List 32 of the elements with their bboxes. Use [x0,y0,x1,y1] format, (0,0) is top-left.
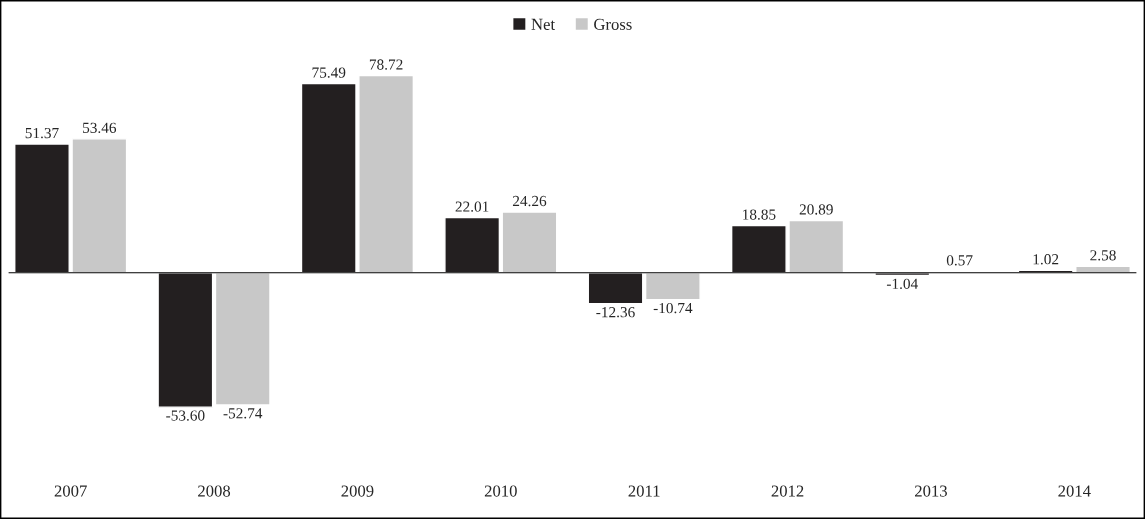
bar [501,211,558,274]
bar [587,272,644,305]
data-label: 78.72 [369,59,403,70]
data-label: 2.58 [1090,250,1116,261]
legend-label: Net [531,18,555,30]
x-tick-label: 2012 [771,485,804,497]
legend-label: Gross [594,18,632,30]
data-label: 22.01 [455,201,489,212]
data-label: -10.74 [653,302,693,314]
data-label: 1.02 [1033,254,1059,265]
data-label: 53.46 [83,122,117,134]
bar [157,272,214,408]
x-tick-label: 2014 [1058,485,1091,497]
data-label: -53.60 [166,410,205,421]
x-tick-label: 2007 [54,485,87,497]
data-label: 75.49 [312,67,346,78]
data-label: 51.37 [25,127,59,139]
data-label: 18.85 [743,209,776,220]
x-tick-label: 2011 [628,485,660,497]
bar [214,272,271,406]
x-tick-label: 2009 [341,485,374,497]
x-tick-label: 2013 [915,485,947,497]
data-label: 0.57 [946,255,973,266]
data-label: -1.04 [886,278,918,290]
data-label: -12.36 [596,307,635,318]
data-label: 24.26 [512,195,547,207]
x-tick-label: 2008 [198,485,231,497]
bar [444,216,501,274]
x-tick-label: 2010 [484,485,517,497]
bar [644,272,701,301]
data-label: -52.74 [223,408,263,419]
data-label: 20.89 [799,204,833,215]
